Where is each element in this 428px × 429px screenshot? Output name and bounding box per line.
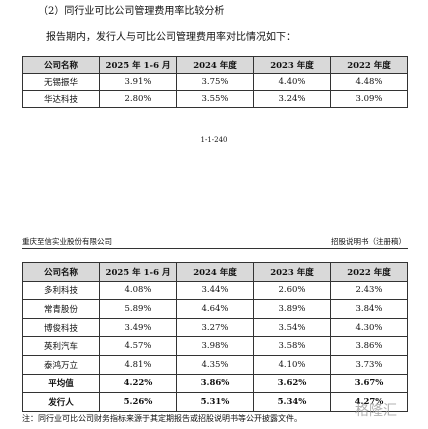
table-row: 发行人 5.26% 5.31% 5.34% 4.27% bbox=[22, 392, 408, 412]
table-row: 平均值 4.22% 3.86% 3.62% 3.67% bbox=[22, 373, 408, 394]
table-cell: 无锡振华 bbox=[22, 73, 100, 91]
table-cell: 4.81% bbox=[99, 354, 177, 375]
header-rule bbox=[22, 248, 408, 249]
table-cell: 4.27% bbox=[330, 392, 408, 412]
table-cell: 3.58% bbox=[253, 336, 331, 356]
table-cell: 2.80% bbox=[99, 90, 177, 108]
table-cell: 5.34% bbox=[253, 392, 331, 412]
table-cell: 3.86% bbox=[176, 373, 254, 394]
table-row: 常青股份 5.89% 4.64% 3.89% 3.84% bbox=[22, 299, 408, 319]
header-cell: 公司名称 bbox=[22, 262, 100, 282]
header-cell: 2022 年度 bbox=[330, 262, 408, 282]
table-cell: 3.84% bbox=[330, 299, 408, 319]
table-cell: 4.64% bbox=[176, 299, 254, 319]
header-row: 公司名称 2025 年 1-6 月 2024 年度 2023 年度 2022 年度 bbox=[22, 262, 408, 282]
table-cell: 泰鸿万立 bbox=[22, 354, 100, 375]
table: 公司名称 2025 年 1-6 月 2024 年度 2023 年度 2022 年度 多利科… bbox=[22, 262, 408, 412]
table-cell: 3.62% bbox=[253, 373, 331, 394]
table-cell: 4.30% bbox=[330, 317, 408, 338]
table-cell: 4.22% bbox=[99, 373, 177, 394]
table-cell: 5.31% bbox=[176, 392, 254, 412]
table-row: 多利科技 4.08% 3.44% 2.60% 2.43% bbox=[22, 280, 408, 301]
table-cell: 3.27% bbox=[176, 317, 254, 338]
heading: （2）同行业可比公司管理费用率比较分析 bbox=[38, 6, 225, 17]
table-cell: 发行人 bbox=[22, 392, 100, 412]
header-cell: 2023 年度 bbox=[253, 262, 331, 282]
table-cell: 英利汽车 bbox=[22, 336, 100, 356]
table-cell: 博俊科技 bbox=[22, 317, 100, 338]
table-cell: 2.43% bbox=[330, 280, 408, 301]
intro: 报告期内，发行人与可比公司管理费用率对比情况如下： bbox=[46, 32, 296, 43]
running-header-company: 重庆至信实业股份有限公司 bbox=[22, 237, 112, 246]
table-cell: 5.89% bbox=[99, 299, 177, 319]
table-cell: 4.40% bbox=[253, 73, 331, 91]
table-row: 华达科技 2.80% 3.55% 3.24% 3.09% bbox=[22, 90, 408, 108]
header-cell: 公司名称 bbox=[22, 56, 100, 74]
table-cell: 2.60% bbox=[253, 280, 331, 301]
table-cell: 4.57% bbox=[99, 336, 177, 356]
table-cell: 3.55% bbox=[176, 90, 254, 108]
note: 注：同行业可比公司财务指标来源于其定期报告或招股说明书等公开披露文件。 bbox=[22, 414, 302, 423]
table-cell: 5.26% bbox=[99, 392, 177, 412]
table-cell: 3.54% bbox=[253, 317, 331, 338]
table-cell: 4.48% bbox=[330, 73, 408, 91]
table-cell: 多利科技 bbox=[22, 280, 100, 301]
table-cell: 3.98% bbox=[176, 336, 254, 356]
table-cell: 华达科技 bbox=[22, 90, 100, 108]
watermark: 格隆汇 bbox=[355, 403, 397, 419]
header-row: 公司名称 2025 年 1-6 月 2024 年度 2023 年度 2022 年度 bbox=[22, 56, 408, 74]
header-cell: 2024 年度 bbox=[176, 262, 254, 282]
table-cell: 3.49% bbox=[99, 317, 177, 338]
table-cell: 平均值 bbox=[22, 373, 100, 394]
running-header-document: 招股说明书（注册稿） bbox=[331, 237, 406, 246]
header-cell: 2025 年 1-6 月 bbox=[99, 262, 177, 282]
table-cell: 3.91% bbox=[99, 73, 177, 91]
table-row: 博俊科技 3.49% 3.27% 3.54% 4.30% bbox=[22, 317, 408, 338]
table-cell: 3.44% bbox=[176, 280, 254, 301]
header-cell: 2022 年度 bbox=[330, 56, 408, 74]
table-cell: 3.24% bbox=[253, 90, 331, 108]
table-row: 泰鸿万立 4.81% 4.35% 4.10% 3.73% bbox=[22, 354, 408, 375]
table-cell: 3.73% bbox=[330, 354, 408, 375]
table-row: 无锡振华 3.91% 3.75% 4.40% 4.48% bbox=[22, 73, 408, 91]
table-cell: 3.86% bbox=[330, 336, 408, 356]
table-cell: 4.08% bbox=[99, 280, 177, 301]
table-cell: 4.10% bbox=[253, 354, 331, 375]
table: 公司名称 2025 年 1-6 月 2024 年度 2023 年度 2022 年度 无锡振… bbox=[22, 56, 408, 108]
header-cell: 2024 年度 bbox=[176, 56, 254, 74]
table-cell: 4.35% bbox=[176, 354, 254, 375]
table-cell: 3.67% bbox=[330, 373, 408, 394]
page-number: 1-1-240 bbox=[200, 136, 228, 144]
table-cell: 3.75% bbox=[176, 73, 254, 91]
table-cell: 3.09% bbox=[330, 90, 408, 108]
header-cell: 2025 年 1-6 月 bbox=[99, 56, 177, 74]
table-row: 英利汽车 4.57% 3.98% 3.58% 3.86% bbox=[22, 336, 408, 356]
header-cell: 2023 年度 bbox=[253, 56, 331, 74]
table-cell: 常青股份 bbox=[22, 299, 100, 319]
table-cell: 3.89% bbox=[253, 299, 331, 319]
